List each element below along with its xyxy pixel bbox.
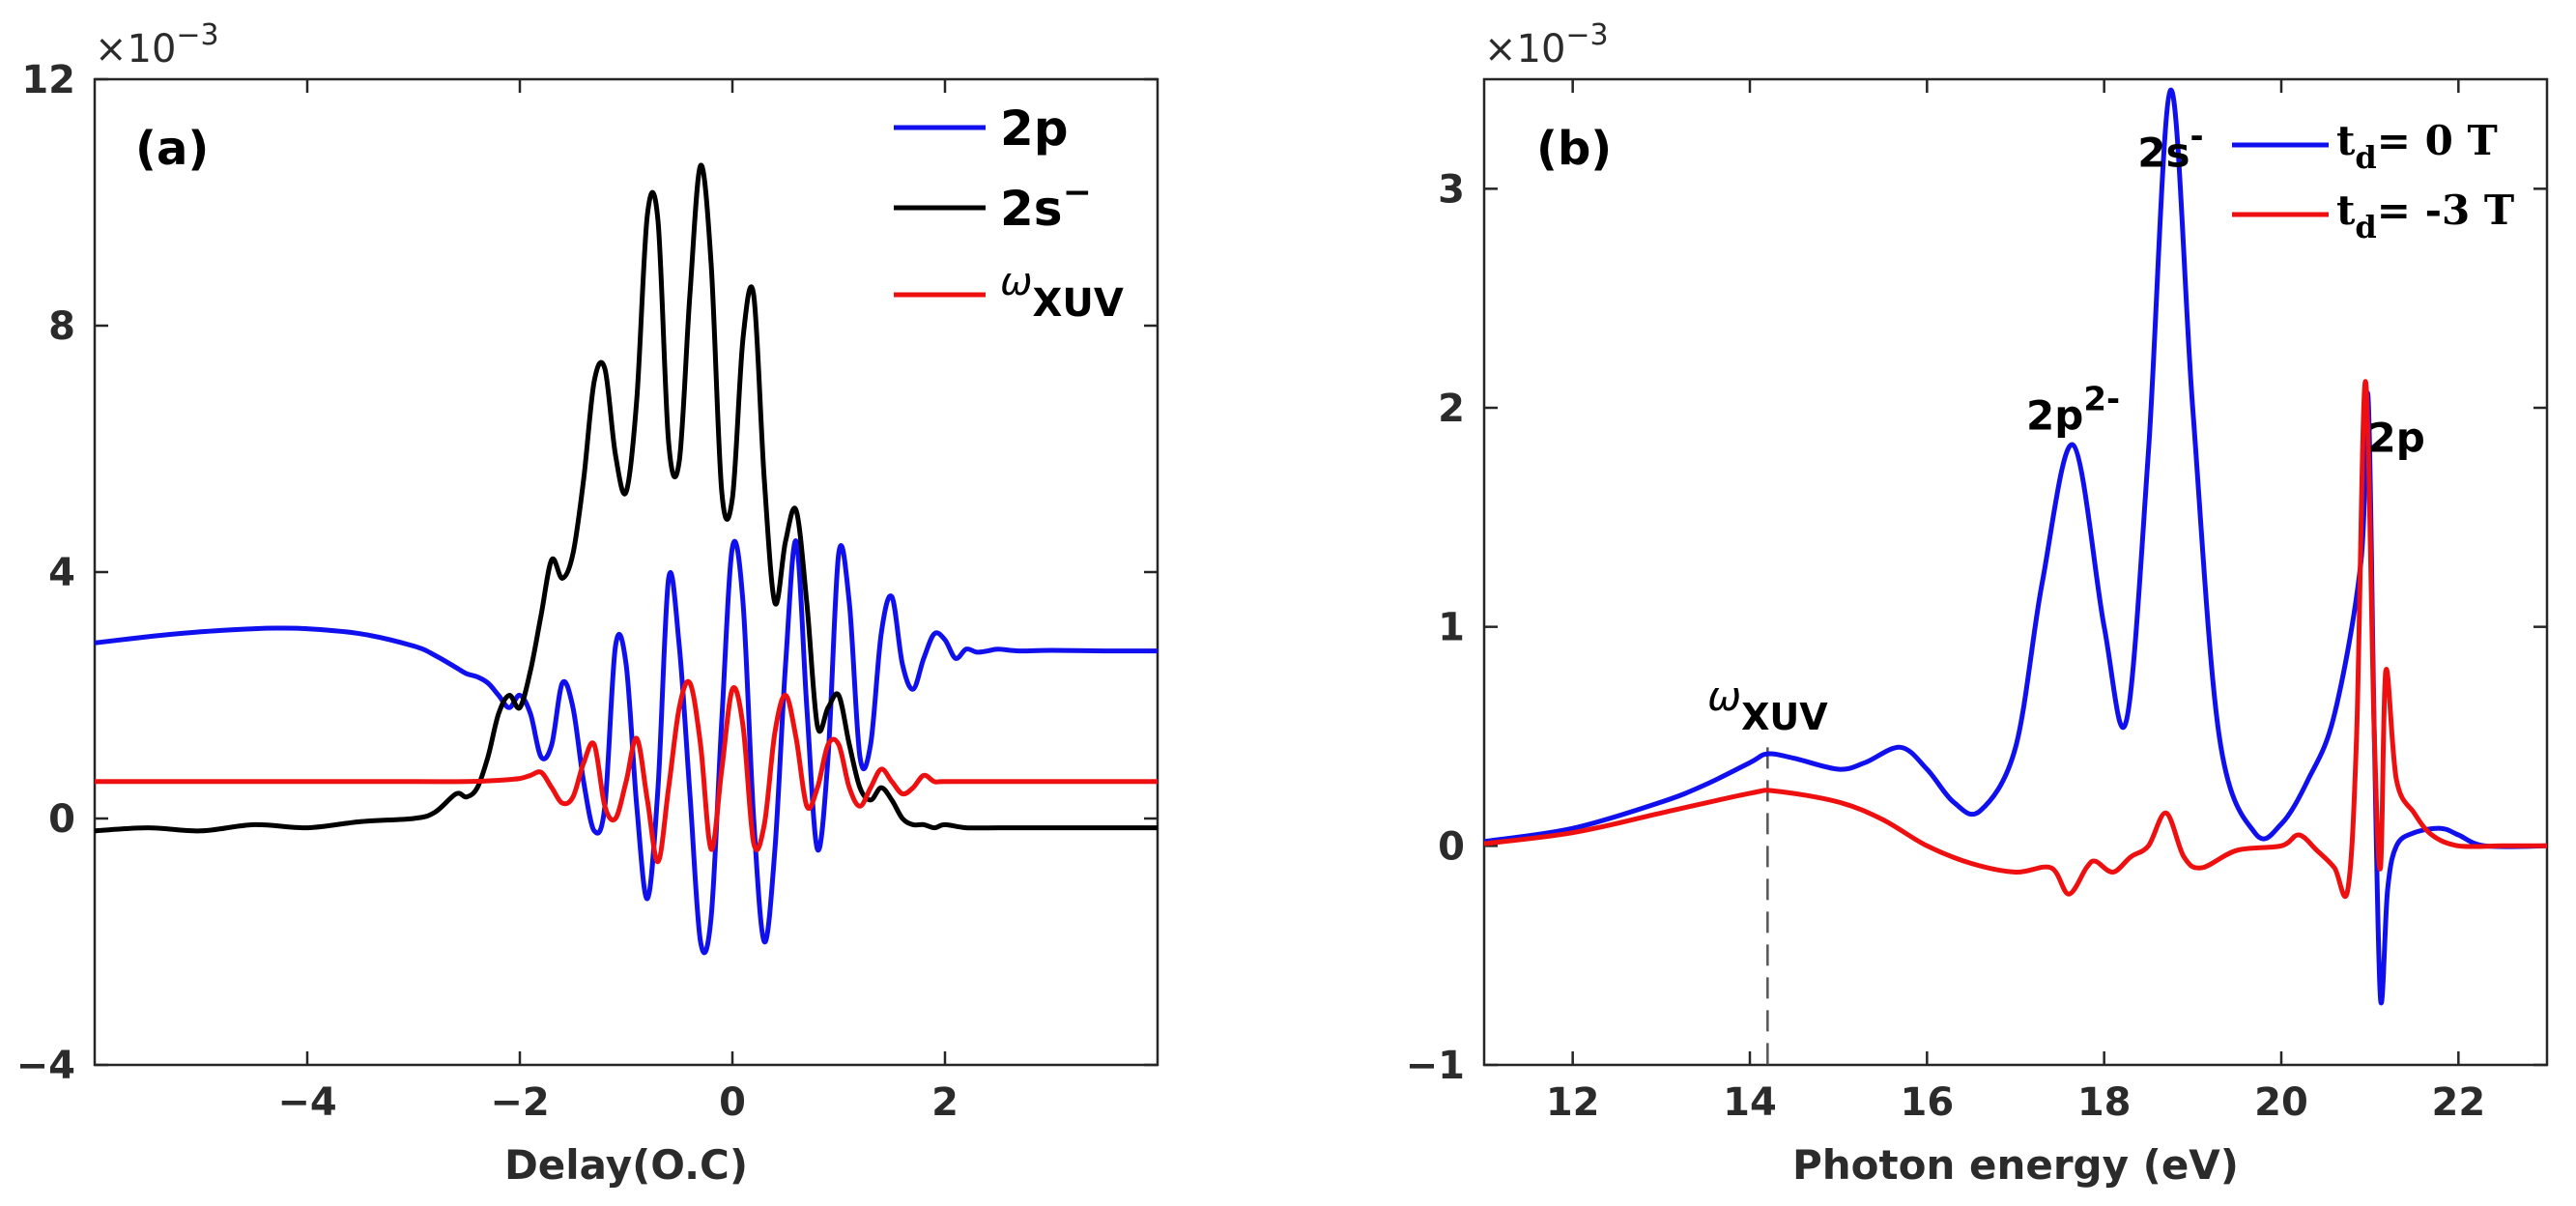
panel-a-xtick-label: −2 <box>490 1080 549 1125</box>
annotation-label: ωXUV <box>1707 673 1828 738</box>
panel-a-xtick-label: −4 <box>277 1080 336 1125</box>
panel-a-ytick-label: 0 <box>48 797 75 842</box>
panel-a: −4 −2 0 2 −4 0 4 8 12 (a) ×10−3 Delay(O.C) 2p 2s… <box>16 18 1159 1189</box>
panel-a-exponent: ×10−3 <box>95 18 219 72</box>
panel-a-series-line <box>94 162 1158 834</box>
panel-a-series-line <box>95 678 1158 865</box>
panel-b-xtick-label: 16 <box>1900 1080 1954 1125</box>
panel-b-label: (b) <box>1536 122 1612 176</box>
panel-b-xtick-label: 18 <box>2077 1080 2132 1125</box>
panel-a-label: (a) <box>135 122 209 176</box>
panel-a-ytick-label: 4 <box>48 551 75 595</box>
legend-label-td3: td= -3 T <box>2336 187 2514 245</box>
panel-b-xtick-label: 22 <box>2431 1080 2485 1125</box>
panel-b-ytick-label: 0 <box>1438 824 1465 869</box>
panel-a-legend: 2p 2s− ωXUV <box>894 100 1124 326</box>
legend-label-2s: 2s− <box>1000 173 1092 237</box>
annotation-label: 2p <box>2368 414 2425 461</box>
legend-label-wxuv: ωXUV <box>1000 260 1124 326</box>
panel-a-xtick-label: 2 <box>931 1080 959 1125</box>
panel-b-series-line <box>1483 379 2547 900</box>
panel-b-legend: td= 0 T td= -3 T <box>2232 117 2514 245</box>
annotation-label: 2s- <box>2137 118 2203 177</box>
panel-a-ytick-label: 12 <box>21 58 75 102</box>
panel-b-xtick-label: 14 <box>1723 1080 1777 1125</box>
panel-b-series-line <box>1483 87 2548 1006</box>
panel-b-xlabel: Photon energy (eV) <box>1792 1141 2239 1189</box>
panel-b-exponent: ×10−3 <box>1484 18 1609 72</box>
annotation-label: 2p2- <box>2026 381 2120 440</box>
panel-b-xtick-label: 12 <box>1546 1080 1600 1125</box>
panel-a-xlabel: Delay(O.C) <box>504 1141 748 1189</box>
panel-b-ytick-label: 3 <box>1438 167 1465 212</box>
legend-label-2p: 2p <box>1000 100 1069 157</box>
panel-a-axes-box <box>93 77 1159 1067</box>
panel-a-ytick-label: −4 <box>16 1044 75 1088</box>
panel-a-xtick-label: 0 <box>719 1080 746 1125</box>
panel-b-ytick-label: 1 <box>1438 606 1465 650</box>
panel-a-ytick-label: 8 <box>48 304 75 349</box>
panel-a-series-line <box>94 538 1159 956</box>
panel-b-ytick-label: −1 <box>1406 1044 1465 1088</box>
panel-b-ytick-label: 2 <box>1438 387 1465 431</box>
panel-b-xtick-label: 20 <box>2254 1080 2308 1125</box>
legend-label-td0: td= 0 T <box>2336 117 2498 176</box>
